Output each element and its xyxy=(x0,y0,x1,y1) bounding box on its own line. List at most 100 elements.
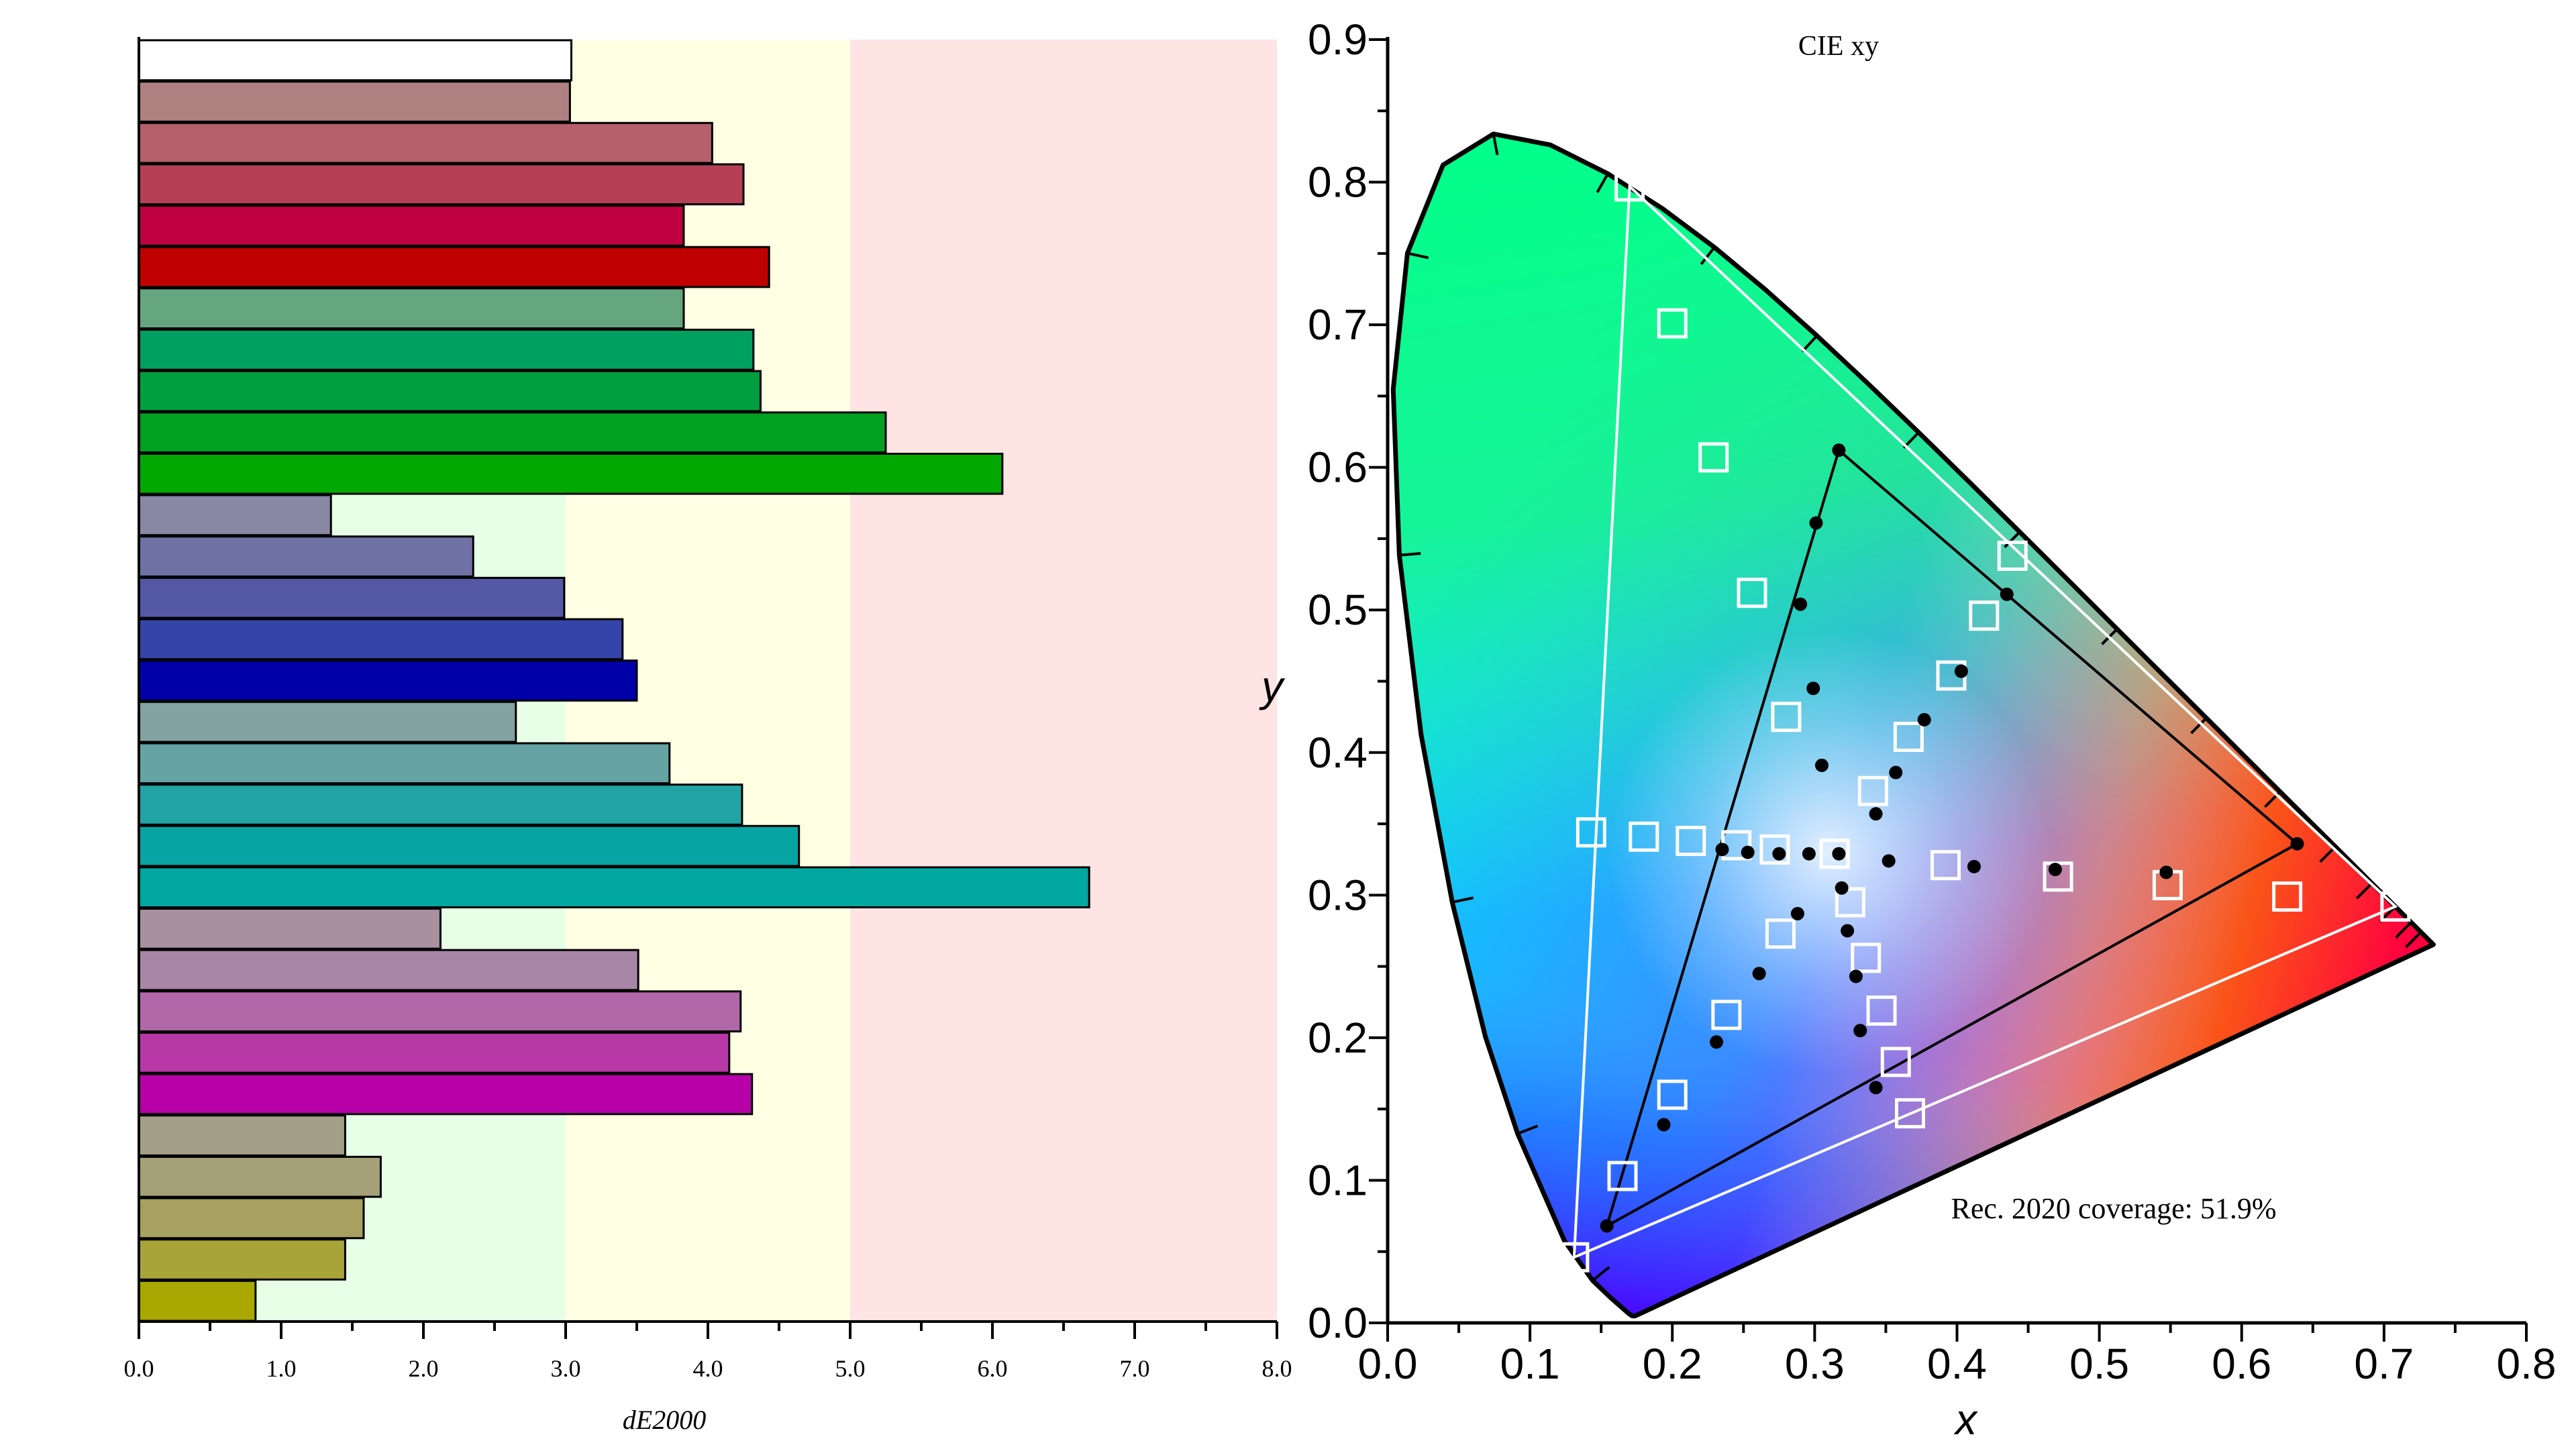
target-point xyxy=(1614,171,1645,202)
target-point xyxy=(1894,1098,1925,1129)
target-point xyxy=(1576,817,1606,848)
measured-point xyxy=(1809,516,1823,530)
cie-y-axis-label: y xyxy=(1259,662,1286,710)
measured-point xyxy=(1806,682,1820,696)
wavelength-tick xyxy=(1801,335,1818,353)
bar-16 xyxy=(138,700,517,743)
wavelength-tick xyxy=(2355,882,2373,900)
bar-17 xyxy=(138,742,671,785)
measured-point xyxy=(1657,1118,1671,1132)
measured-point xyxy=(1772,847,1786,861)
target-point xyxy=(1737,578,1767,608)
bar-2 xyxy=(138,121,713,164)
target-point xyxy=(1698,442,1729,473)
rec2020-coverage-annotation: Rec. 2020 coverage: 51.9% xyxy=(1951,1192,2276,1225)
bar-25 xyxy=(138,1073,754,1116)
rec2020-gamut-triangle xyxy=(1572,183,2398,1260)
cie-chart-title: CIE xy xyxy=(1798,31,1879,62)
target-point xyxy=(1765,918,1796,949)
cie-xy-chart: 0.0 0.1 0.2 0.3 0.4 0.5 0.6 0.7 0.8 0.0 0.1 0.2 0.3 0… xyxy=(1259,15,2557,1444)
bar-x-tick-label: 0.0 xyxy=(124,1355,154,1382)
cie-x-axis-label: x xyxy=(1953,1395,1978,1444)
measured-point xyxy=(1882,854,1896,868)
target-point xyxy=(2272,881,2303,912)
target-point xyxy=(1819,839,1850,869)
cie-x-tick-label: 0.5 xyxy=(2069,1340,2129,1388)
target-point xyxy=(1969,600,2000,631)
bar-7 xyxy=(138,329,755,371)
bar-x-tick-label: 8.0 xyxy=(1262,1355,1292,1382)
wavelength-tick xyxy=(1700,246,1716,266)
bar-x-tick-label: 2.0 xyxy=(409,1355,439,1382)
target-point xyxy=(1657,308,1688,339)
cie-y-tick-label: 0.5 xyxy=(1308,586,1368,634)
measured-point xyxy=(1752,967,1766,981)
cie-y-tick-label: 0.0 xyxy=(1308,1299,1368,1347)
wavelength-tick xyxy=(2004,531,2021,549)
cie-x-tick-label: 0.0 xyxy=(1358,1340,1418,1388)
wavelength-tick xyxy=(2404,931,2422,949)
bar-1 xyxy=(138,80,571,123)
measured-point xyxy=(1814,758,1828,772)
bar-x-tick-label: 7.0 xyxy=(1120,1355,1150,1382)
bar-12 xyxy=(138,535,474,578)
bar-21 xyxy=(138,908,442,950)
bar-x-tick-label: 4.0 xyxy=(693,1355,723,1382)
target-point xyxy=(1997,540,2028,571)
bar-3 xyxy=(138,163,745,206)
cie-x-tick-label: 0.7 xyxy=(2354,1340,2414,1388)
bar-19 xyxy=(138,824,801,867)
measured-point xyxy=(2000,587,2014,601)
bar-22 xyxy=(138,949,639,991)
measured-point xyxy=(1917,712,1931,727)
wavelength-tick xyxy=(1596,173,1609,193)
bar-27 xyxy=(138,1155,382,1198)
bar-4 xyxy=(138,205,685,247)
de2000-bar-chart: 0.0 1.0 2.0 3.0 4.0 5.0 6.0 7.0 8.0 dE2000 xyxy=(124,37,1292,1435)
target-point xyxy=(1759,834,1790,865)
measured-point xyxy=(1853,1024,1867,1038)
measured-point xyxy=(1889,765,1903,780)
cie-x-tick-label: 0.8 xyxy=(2497,1340,2557,1388)
measured-point xyxy=(1832,443,1846,458)
target-point xyxy=(1607,1161,1638,1191)
measured-point xyxy=(1954,664,1968,678)
measured-point xyxy=(1794,597,1808,611)
target-point xyxy=(1657,1079,1688,1110)
wavelength-tick xyxy=(2395,921,2412,939)
cie-y-tick-label: 0.8 xyxy=(1308,158,1368,207)
measured-point xyxy=(1849,969,1863,983)
bar-0 xyxy=(138,39,572,82)
target-point xyxy=(1880,1046,1911,1077)
bar-x-tick-label: 1.0 xyxy=(266,1355,297,1382)
bar-13 xyxy=(138,576,566,619)
cie-y-tick-label: 0.2 xyxy=(1308,1014,1368,1062)
cie-y-tick-label: 0.7 xyxy=(1308,301,1368,349)
bar-15 xyxy=(138,659,638,702)
measured-point xyxy=(1741,845,1755,859)
measured-point xyxy=(2048,863,2062,877)
measured-point xyxy=(1710,1035,1724,1049)
measured-point xyxy=(1802,847,1816,861)
bar-x-tick-label: 5.0 xyxy=(835,1355,866,1382)
wavelength-tick xyxy=(1407,252,1429,260)
measured-point xyxy=(1715,843,1729,857)
bar-20 xyxy=(138,866,1090,909)
bar-x-tick-label: 3.0 xyxy=(551,1355,581,1382)
measured-point xyxy=(1869,1081,1883,1095)
bar-26 xyxy=(138,1114,346,1157)
target-point xyxy=(1835,887,1865,918)
target-point xyxy=(1711,1000,1742,1030)
cie-y-tick-label: 0.1 xyxy=(1308,1156,1368,1204)
cie-x-tick-label: 0.6 xyxy=(2212,1340,2271,1388)
cie-x-tick-label: 0.1 xyxy=(1500,1340,1560,1388)
cie-y-tick-label: 0.9 xyxy=(1308,15,1368,64)
quality-band-2 xyxy=(850,40,1277,1322)
bar-24 xyxy=(138,1031,731,1074)
target-point xyxy=(1857,775,1888,806)
measured-point xyxy=(1600,1219,1614,1233)
cie-y-tick-label: 0.4 xyxy=(1308,729,1368,777)
bar-23 xyxy=(138,990,742,1032)
bar-8 xyxy=(138,370,762,413)
